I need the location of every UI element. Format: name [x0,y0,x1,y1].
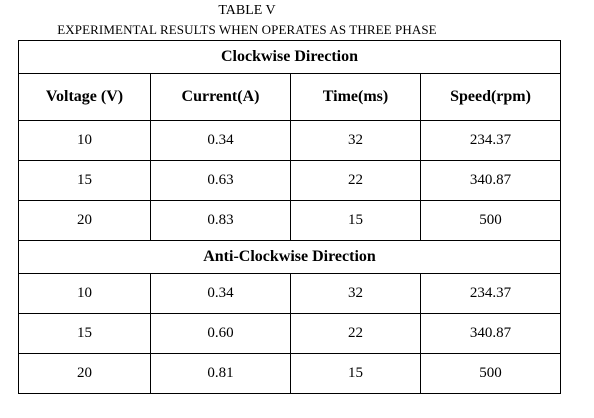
table-cell: 15 [18,160,151,201]
table-cell: 340.87 [419,160,562,201]
table-cell: 15 [290,200,421,241]
column-header: Current(A) [150,73,291,121]
table-cell: 10 [18,120,151,161]
table-row: 20 0.83 15 500 [18,200,562,241]
column-header: Time(ms) [290,73,421,121]
table-cell: 0.60 [150,313,291,354]
section-title: Clockwise Direction [17,40,562,74]
table-row: 20 0.81 15 500 [18,353,562,394]
table-row: Anti-Clockwise Direction [17,240,562,274]
table-cell: 340.87 [419,313,562,354]
table-cell: 22 [290,313,421,354]
table-row: Clockwise Direction [17,40,562,74]
column-header: Voltage (V) [18,73,151,121]
table-row: 15 0.63 22 340.87 [18,160,562,201]
table-cell: 500 [419,353,562,394]
section-title: Anti-Clockwise Direction [17,240,562,274]
results-table: Clockwise Direction Voltage (V) Current(A)… [17,40,562,394]
table-row: Voltage (V) Current(A) Time(ms) Speed(rpm) [18,73,562,121]
table-cell: 0.83 [150,200,291,241]
table-row: 15 0.60 22 340.87 [18,313,562,354]
table-cell: 20 [18,353,151,394]
table-cell: 0.63 [150,160,291,201]
table-row: 10 0.34 32 234.37 [18,273,562,314]
table-cell: 32 [290,273,421,314]
table-caption: EXPERIMENTAL RESULTS WHEN OPERATES AS TH… [57,22,437,37]
table-cell: 15 [18,313,151,354]
table-cell: 234.37 [419,273,562,314]
table-cell: 22 [290,160,421,201]
table-title: TABLE V [218,3,276,18]
table-cell: 20 [18,200,151,241]
table-cell: 15 [290,353,421,394]
table-cell: 500 [419,200,562,241]
table-cell: 0.34 [150,120,291,161]
table-cell: 0.34 [150,273,291,314]
table-cell: 234.37 [419,120,562,161]
table-cell: 0.81 [150,353,291,394]
table-cell: 10 [18,273,151,314]
table-cell: 32 [290,120,421,161]
table-row: 10 0.34 32 234.37 [18,120,562,161]
column-header: Speed(rpm) [419,73,562,121]
